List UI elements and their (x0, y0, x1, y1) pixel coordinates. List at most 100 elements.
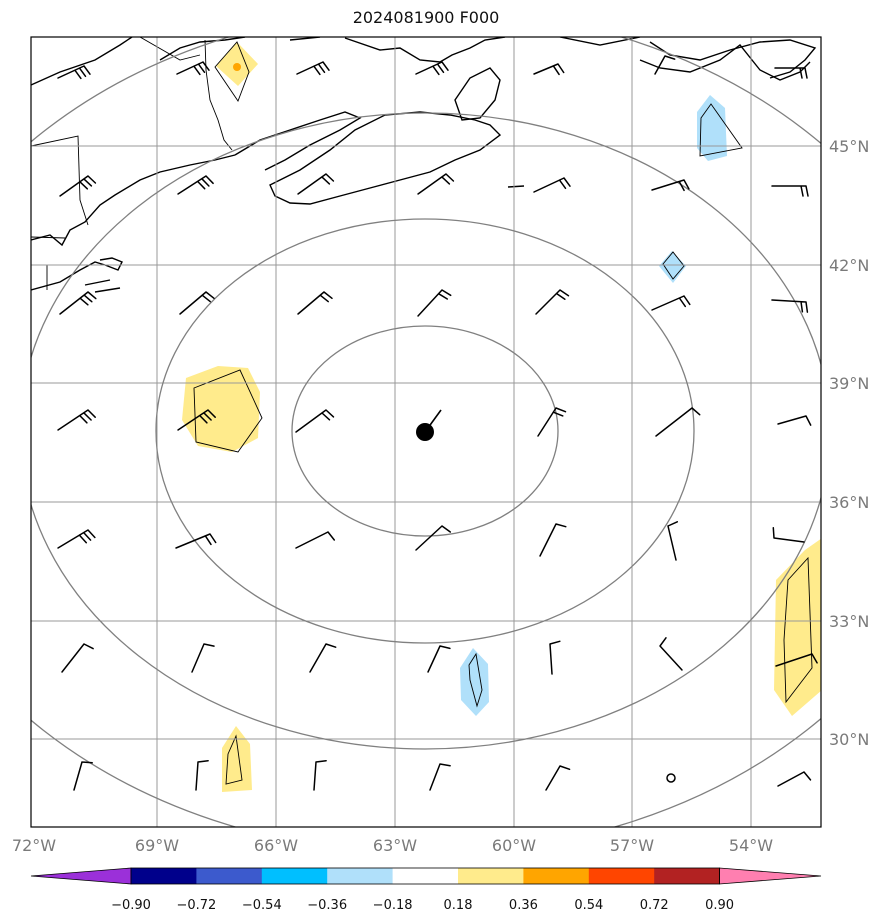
negative-anomaly-patch (460, 648, 489, 716)
wind-barb (177, 175, 214, 195)
wind-barb (297, 173, 335, 195)
wind-barb (775, 653, 818, 667)
wind-barbs (57, 55, 818, 791)
wind-barb (57, 529, 96, 549)
lat-label: 30°N (829, 730, 869, 749)
colorbar (30, 867, 822, 885)
range-ring (155, 218, 695, 644)
wind-barb (313, 759, 327, 791)
colorbar-tick-label: −0.90 (111, 898, 151, 913)
wind-barb (651, 295, 691, 311)
coastlines (31, 37, 817, 293)
wind-barb (57, 65, 91, 80)
wind-barb (309, 643, 337, 673)
colorbar-segment (523, 868, 590, 884)
colorbar-segment (261, 868, 328, 884)
colorbar-tick-label: −0.18 (373, 898, 413, 913)
colorbar-extend-min (30, 867, 132, 885)
anomaly-contours (193, 41, 813, 785)
colorbar-segment (654, 868, 721, 884)
lon-label: 66°W (254, 836, 298, 855)
intl-border (139, 37, 201, 61)
lon-label: 60°W (492, 836, 536, 855)
wind-barb (667, 521, 679, 561)
colorbar-segment (458, 868, 524, 884)
wind-barb (535, 289, 570, 315)
colorbar-tick-label: 0.54 (574, 898, 603, 913)
wind-barb (777, 771, 812, 787)
colorbar-tick-label: 0.90 (705, 898, 734, 913)
colorbar-segment (196, 868, 263, 884)
calm-wind-circle (666, 773, 676, 783)
wind-barb (415, 61, 449, 76)
range-rings (31, 37, 821, 827)
colorbar-segment (131, 868, 197, 884)
map-title: 2024081900 F000 (352, 8, 500, 27)
wind-barb (297, 291, 333, 315)
wind-barb (415, 525, 452, 551)
wind-barb (655, 407, 701, 437)
wind-barb (295, 409, 335, 433)
wind-barb (771, 299, 809, 313)
negative-anomaly-patch (659, 251, 686, 283)
lon-label: 54°W (729, 836, 773, 855)
wind-barb (176, 61, 210, 76)
strong-positive-anomaly (233, 63, 241, 71)
wind-barb (537, 407, 567, 437)
colorbar-tick-label: −0.54 (242, 898, 282, 913)
lat-label: 42°N (829, 256, 869, 275)
lat-label: 45°N (829, 137, 869, 156)
wind-barb (774, 67, 808, 79)
wind-barb (295, 531, 336, 549)
colorbar-segment (392, 868, 459, 884)
lon-label: 57°W (610, 836, 654, 855)
wind-barb (417, 173, 455, 195)
range-ring (291, 325, 559, 537)
colorbar-segment (588, 868, 655, 884)
lon-label: 69°W (135, 836, 179, 855)
lat-label: 39°N (829, 374, 869, 393)
wind-barb (427, 645, 451, 673)
nova-scotia-coast (269, 111, 502, 205)
wind-barb (417, 289, 452, 317)
map-frame (30, 36, 822, 828)
maine-coast (31, 154, 236, 247)
wind-barb (777, 415, 812, 426)
wind-barb (57, 409, 96, 431)
positive-anomaly-patch (222, 726, 252, 792)
colorbar-segment (327, 868, 394, 884)
gulf-st-lawrence-coast (31, 37, 133, 86)
wind-barb (651, 179, 690, 192)
wind-barb (654, 55, 676, 75)
wind-barb (771, 185, 809, 197)
range-ring (31, 112, 821, 750)
cape-breton-coast (454, 67, 501, 121)
wind-barb (61, 643, 94, 673)
wind-barb (429, 763, 451, 791)
latitude-labels: 45°N 42°N 39°N 36°N 33°N 30°N (829, 137, 869, 749)
colorbar-tick-label: 0.18 (444, 898, 473, 913)
wind-barb (296, 61, 330, 76)
wind-barb (533, 177, 571, 193)
wind-barb (191, 643, 215, 673)
colorbar-extend-max (719, 867, 822, 885)
wind-barb (549, 640, 561, 675)
lat-label: 33°N (829, 612, 869, 631)
wind-barb (59, 175, 97, 197)
wind-barb (179, 291, 215, 315)
wind-barb (177, 409, 216, 431)
positive-anomaly-patch (182, 366, 260, 452)
lon-label: 63°W (373, 836, 417, 855)
colorbar-tick-label: 0.36 (509, 898, 538, 913)
negative-anomaly-patch (697, 95, 727, 161)
wind-barb (533, 63, 565, 76)
newfoundland-coast (639, 44, 811, 81)
wind-barb (73, 761, 93, 791)
wind-barb (659, 637, 683, 671)
wind-barb (59, 291, 97, 315)
wind-barb (545, 765, 571, 791)
sable-island (507, 185, 525, 188)
colorbar-tick-label: −0.36 (307, 898, 347, 913)
wind-barb (175, 533, 217, 549)
